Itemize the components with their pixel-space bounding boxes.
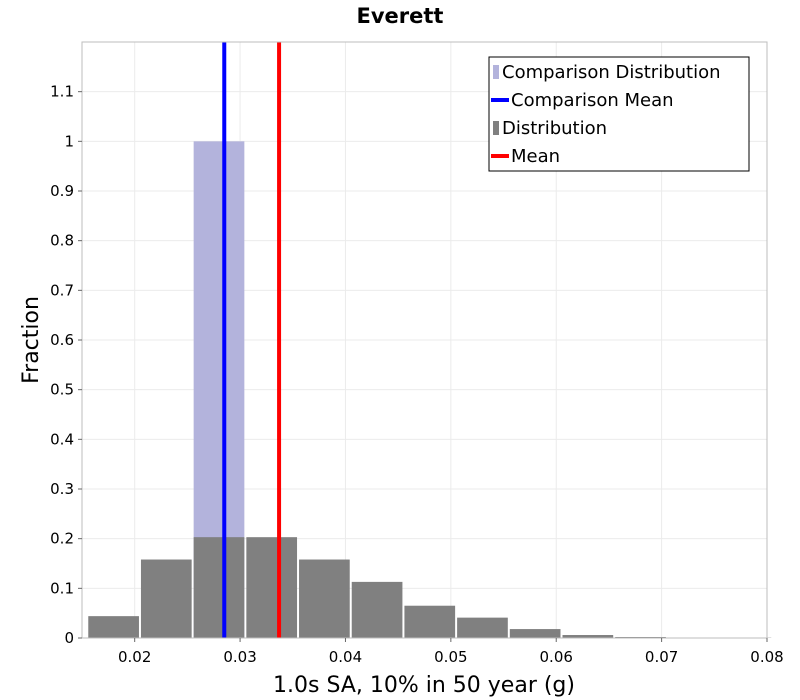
y-tick-label: 0.5	[50, 381, 74, 399]
distribution-bar	[246, 537, 298, 638]
legend-label: Mean	[511, 146, 560, 167]
y-tick-label: 0.4	[50, 430, 74, 448]
distribution-bar	[88, 616, 139, 638]
y-tick-label: 0.6	[50, 331, 74, 349]
y-tick-label: 0.1	[50, 579, 74, 597]
mean-lines	[222, 42, 282, 638]
x-tick-label: 0.04	[329, 648, 362, 666]
x-tick-label: 0.02	[118, 648, 151, 666]
distribution-bar	[509, 629, 561, 638]
distribution-bar	[299, 559, 350, 638]
y-tick-label: 0.8	[50, 232, 74, 250]
y-axis-title: Fraction	[19, 296, 44, 384]
distribution-bar	[140, 559, 192, 638]
y-axis-ticks: 0 0.1 0.2 0.3 0.4 0.5 0.6 0.7 0.8 0.9 1 1.1	[50, 83, 82, 647]
x-tick-label: 0.08	[750, 648, 783, 666]
legend-swatch-bar	[493, 121, 499, 135]
y-tick-label: 1.1	[50, 83, 74, 101]
y-tick-label: 0.3	[50, 480, 74, 498]
x-tick-label: 0.05	[434, 648, 467, 666]
y-tick-label: 0	[64, 629, 74, 647]
y-tick-label: 0.9	[50, 182, 74, 200]
legend: Comparison Distribution Comparison Mean Di…	[488, 56, 750, 172]
distribution-bar	[193, 537, 245, 638]
y-tick-label: 0.7	[50, 281, 74, 299]
y-tick-label: 0.2	[50, 530, 74, 548]
distribution-bar	[562, 635, 614, 638]
legend-label: Comparison Distribution	[502, 62, 721, 83]
legend-label: Comparison Mean	[511, 90, 674, 111]
legend-box	[488, 56, 750, 172]
distribution-bars	[88, 537, 772, 638]
y-tick-label: 1	[64, 132, 74, 150]
legend-label: Distribution	[502, 118, 607, 139]
legend-swatch-bar	[493, 65, 499, 79]
x-tick-label: 0.03	[223, 648, 256, 666]
distribution-bar	[351, 581, 403, 638]
x-axis-title: 1.0s SA, 10% in 50 year (g)	[273, 673, 575, 698]
x-tick-label: 0.06	[540, 648, 573, 666]
x-tick-label: 0.07	[645, 648, 678, 666]
distribution-bar	[457, 617, 508, 638]
chart-title: Everett	[357, 4, 444, 28]
distribution-bar	[404, 605, 456, 638]
x-axis-ticks: 0.02 0.03 0.04 0.05 0.06 0.07 0.08	[118, 638, 784, 666]
